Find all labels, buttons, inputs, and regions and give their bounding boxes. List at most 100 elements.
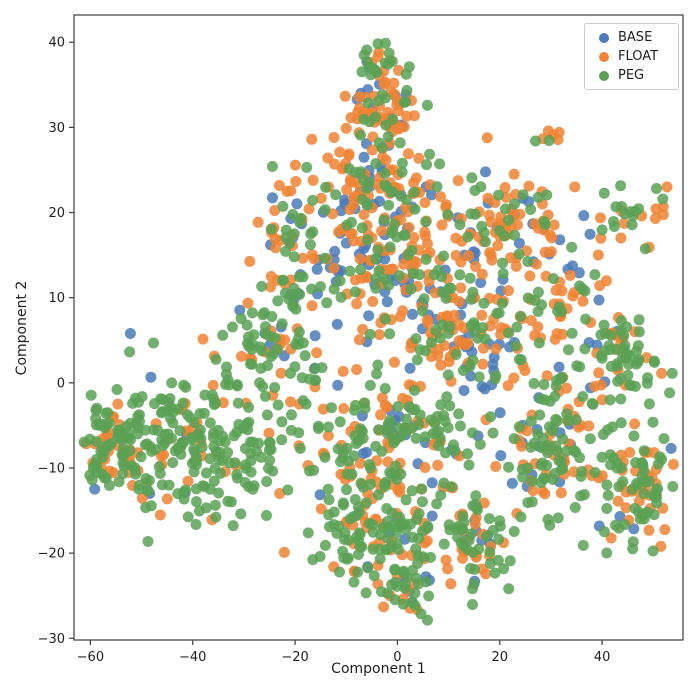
data-point [204, 453, 216, 465]
data-point [557, 433, 569, 445]
data-point [525, 315, 537, 326]
data-point [484, 546, 496, 558]
data-point [135, 451, 147, 463]
data-point [261, 510, 272, 521]
data-point [579, 285, 591, 297]
data-point [345, 112, 357, 124]
data-point [270, 242, 282, 254]
data-point [393, 422, 404, 434]
data-point [604, 449, 616, 461]
data-point [429, 287, 441, 299]
data-point [306, 300, 318, 312]
data-point [665, 442, 677, 454]
data-point [184, 412, 196, 424]
data-point [657, 193, 669, 205]
data-point [656, 367, 668, 379]
data-point [323, 494, 335, 506]
data-point [156, 406, 168, 417]
data-point [260, 321, 271, 333]
data-point [596, 224, 608, 236]
data-point [231, 380, 243, 392]
data-point [417, 305, 428, 317]
data-point [474, 438, 486, 450]
data-point [200, 502, 212, 514]
data-point [128, 462, 140, 473]
data-point [185, 434, 197, 446]
data-point [297, 337, 309, 349]
data-point [105, 438, 117, 450]
data-point [248, 329, 260, 341]
data-point [152, 425, 164, 436]
legend-item-float: FLOAT [592, 48, 670, 65]
data-point [376, 392, 388, 404]
data-point [379, 313, 391, 325]
data-point [291, 198, 303, 210]
data-point [538, 379, 550, 390]
data-point [294, 442, 306, 454]
data-point [285, 396, 296, 408]
data-point [504, 555, 516, 567]
data-point [195, 433, 207, 445]
data-point [244, 255, 256, 267]
data-point [467, 599, 478, 610]
data-point [468, 578, 480, 590]
data-point [408, 186, 420, 198]
data-point [419, 431, 431, 443]
data-point [566, 327, 578, 339]
data-point [410, 172, 422, 184]
data-point [335, 456, 346, 468]
data-point [124, 346, 136, 358]
data-point [188, 466, 200, 478]
data-point [530, 258, 542, 270]
data-point [246, 307, 258, 319]
data-point [209, 499, 221, 511]
data-point [439, 415, 451, 427]
data-point [323, 509, 335, 521]
data-point [493, 307, 505, 319]
data-point [505, 252, 516, 264]
data-point [542, 125, 554, 137]
data-point [615, 325, 627, 337]
data-point [598, 526, 610, 538]
data-point [571, 360, 583, 372]
data-point [124, 328, 136, 339]
data-point [346, 468, 358, 480]
data-point [563, 344, 574, 356]
data-point [252, 216, 264, 228]
data-point [174, 425, 186, 437]
data-point [222, 447, 234, 458]
data-point [431, 498, 443, 510]
data-point [570, 414, 582, 426]
data-point [556, 285, 568, 297]
data-point [435, 399, 447, 411]
data-point [263, 462, 274, 474]
data-point [596, 352, 608, 364]
data-point [642, 372, 654, 384]
data-point [479, 333, 491, 345]
data-point [381, 296, 393, 308]
data-point [319, 451, 331, 463]
data-point [225, 496, 237, 508]
data-point [383, 47, 395, 59]
data-point [382, 532, 394, 544]
data-point [492, 240, 504, 252]
data-point [471, 504, 483, 516]
data-point [85, 389, 97, 401]
data-point [469, 518, 481, 530]
data-point [643, 524, 655, 536]
data-point [564, 269, 576, 281]
data-point [555, 487, 567, 499]
data-point [462, 448, 473, 460]
data-point [469, 208, 481, 220]
data-point [539, 246, 551, 258]
data-point [297, 395, 309, 407]
data-point [381, 181, 392, 193]
data-point [613, 481, 625, 493]
data-point [408, 232, 420, 243]
data-point [553, 126, 565, 138]
data-point [661, 181, 673, 193]
data-point [410, 432, 422, 444]
data-point [358, 151, 370, 163]
data-point [360, 497, 372, 509]
data-point [455, 282, 467, 294]
